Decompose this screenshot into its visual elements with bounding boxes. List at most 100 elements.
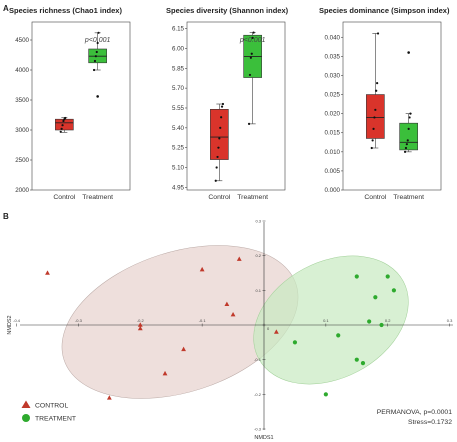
data-point (61, 124, 64, 127)
data-point (95, 50, 98, 54)
y-tick-label: 0.000 (325, 187, 341, 194)
treatment-point (354, 274, 359, 279)
data-point (374, 108, 377, 111)
category-label: Treatment (82, 194, 113, 201)
data-point (376, 81, 379, 85)
data-point (218, 137, 221, 140)
y-axis-label: NMDS2 (7, 315, 13, 334)
stress-text: Stress=0.1732 (408, 419, 452, 426)
x-tick-label: -0.1 (199, 318, 207, 323)
y-tick-label: 0.2 (255, 253, 261, 258)
panel-title: Species dominance (Simpson index) (319, 6, 450, 15)
control-point (137, 325, 143, 331)
legend-marker-treatment (22, 414, 30, 422)
y-tick-label: 2500 (15, 157, 29, 164)
data-point (372, 127, 375, 131)
y-tick-label: 3500 (15, 97, 29, 104)
box-panel-2: Species diversity (Shannon index) 4.95 5.1… (166, 6, 289, 201)
category-label: Treatment (393, 194, 424, 201)
y-tick-label: 5.40 (172, 125, 185, 132)
data-point (409, 112, 412, 115)
box-control (210, 109, 229, 160)
data-point (214, 179, 217, 182)
data-point (92, 68, 96, 72)
data-point (216, 155, 219, 159)
y-tick-label: 0.010 (325, 149, 341, 156)
y-tick-label: 0.025 (325, 92, 341, 99)
control-point (273, 329, 279, 334)
box-treatment (399, 122, 418, 151)
y-tick-label: 6.00 (172, 45, 185, 52)
data-point (217, 146, 220, 149)
control-point (236, 256, 242, 261)
outlier-point (96, 95, 99, 98)
y-tick-label: -0.1 (254, 357, 262, 362)
data-point (249, 56, 252, 59)
p-value-annotation: p<0.001 (84, 37, 111, 44)
treatment-point (367, 319, 372, 324)
data-point (376, 32, 380, 35)
treatment-point (323, 392, 328, 397)
data-point (215, 166, 218, 169)
control-point (162, 370, 168, 376)
box-control (366, 94, 385, 139)
data-point (62, 119, 65, 123)
y-tick-label: 0.030 (325, 72, 341, 79)
control-point (45, 270, 50, 275)
data-point (94, 55, 97, 58)
data-point (220, 116, 223, 119)
legend-label: TREATMENT (35, 416, 76, 423)
data-point (64, 116, 67, 120)
data-point (250, 52, 253, 55)
data-point (406, 139, 409, 142)
panel-b-letter: B (3, 212, 9, 221)
x-tick-label: 0.1 (323, 318, 329, 323)
data-point (408, 116, 411, 119)
control-point (224, 301, 230, 306)
panel-a-letter: A (3, 4, 9, 13)
y-tick-label: 0.015 (325, 130, 341, 137)
box-panel-3: Species dominance (Simpson index) 0.000 0.… (319, 6, 450, 201)
y-tick-label: 5.85 (172, 65, 185, 72)
category-label: Treatment (237, 194, 268, 201)
control-point (230, 312, 236, 317)
data-point (371, 139, 374, 142)
x-axis-label: NMDS1 (254, 435, 273, 441)
p-value-annotation: p<0.001 (239, 37, 266, 44)
data-point (407, 127, 410, 131)
y-tick-label: 0.005 (325, 168, 341, 175)
legend-label: CONTROL (35, 403, 68, 410)
treatment-point (336, 333, 341, 338)
y-tick-label: 2000 (15, 187, 29, 194)
treatment-point (292, 340, 298, 345)
data-point (93, 59, 97, 63)
data-point (248, 73, 252, 77)
box-plots: Species richness (Chao1 index) 2000 2500 30… (9, 6, 450, 201)
data-point (251, 36, 254, 39)
control-point (106, 395, 112, 400)
data-point (252, 31, 255, 34)
origin-label: 0 (267, 326, 270, 331)
nmds-plot: -0.4 -0.3 -0.2 -0.1 0.1 0.2 0.3 -0.3 -0.2 -0.1 0.1… (7, 219, 453, 442)
panel-title: Species richness (Chao1 index) (9, 6, 122, 15)
control-point (199, 266, 205, 272)
plot-frame (186, 21, 286, 191)
outlier-point (407, 51, 410, 54)
data-point (370, 146, 373, 150)
category-label: Control (53, 194, 75, 201)
category-label: Control (364, 194, 386, 201)
x-tick-label: -0.3 (75, 318, 83, 323)
treatment-point (391, 288, 396, 293)
control-point (181, 346, 186, 352)
y-tick-label: 4000 (15, 67, 29, 74)
y-tick-label: 0.3 (255, 219, 261, 224)
y-tick-label: 0.035 (325, 53, 341, 60)
data-point (60, 127, 63, 130)
y-tick-label: 3000 (15, 127, 29, 134)
control-point (137, 322, 143, 327)
x-tick-label: -0.2 (137, 318, 145, 323)
treatment-point (379, 322, 384, 328)
data-point (219, 126, 222, 129)
y-tick-label: 4.95 (172, 184, 185, 191)
